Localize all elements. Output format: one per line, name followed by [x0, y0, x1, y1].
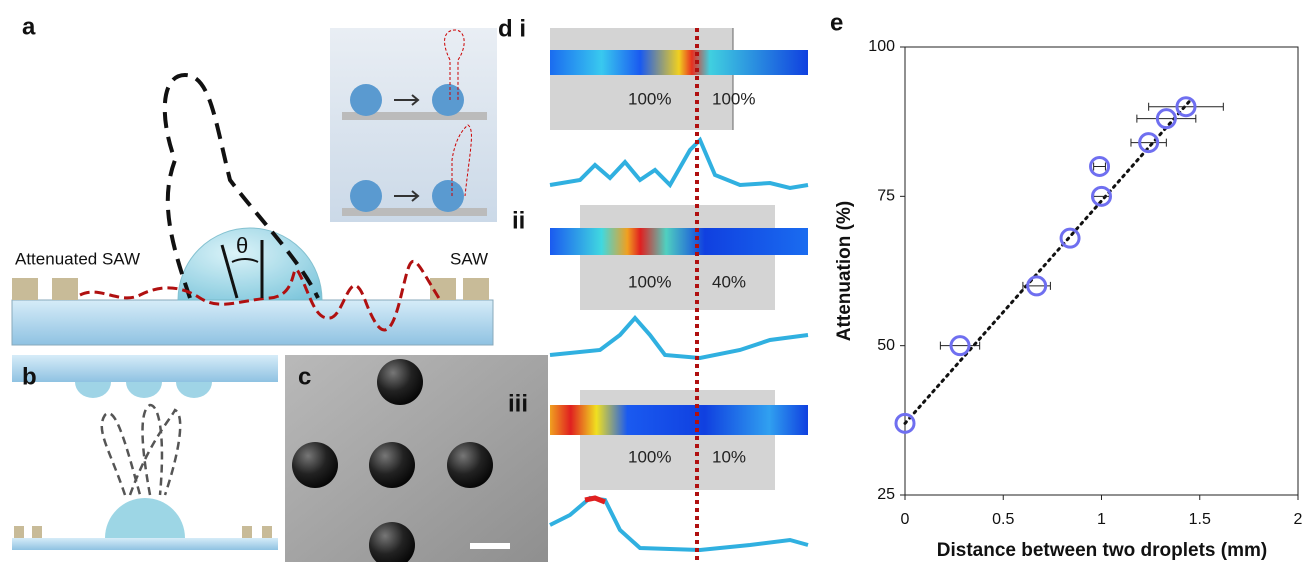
panel-a: [12, 28, 497, 345]
illustration-shape: [12, 278, 38, 300]
y-tick-label: 25: [877, 486, 895, 503]
error-bar: [1149, 103, 1224, 111]
illustration-shape: [585, 498, 605, 502]
illustration-shape: [102, 405, 180, 495]
left-percent: 100%: [628, 447, 671, 466]
illustration-shape: [350, 180, 382, 212]
panel-label: c: [298, 363, 311, 390]
y-tick-label: 75: [877, 188, 895, 205]
illustration-shape: [550, 28, 733, 130]
x-tick-label: 0: [901, 511, 910, 528]
illustration-shape: [432, 84, 464, 116]
panel-label: a: [22, 13, 36, 40]
illustration-shape: [550, 228, 808, 255]
illustration-shape: [32, 526, 42, 538]
illustration-shape: [12, 355, 278, 382]
error-bar: [1094, 192, 1110, 200]
illustration-shape: [105, 498, 185, 538]
illustration-shape: [262, 526, 272, 538]
illustration-shape: [12, 300, 493, 345]
left-label: Attenuated SAW: [15, 249, 140, 268]
error-bar: [1094, 162, 1106, 170]
x-tick-label: 2: [1294, 511, 1303, 528]
data-point: [1061, 229, 1079, 247]
plot-frame: [905, 47, 1298, 495]
illustration-shape: [447, 442, 493, 488]
right-label: SAW: [450, 249, 488, 268]
x-tick-label: 1: [1097, 511, 1106, 528]
y-tick-label: 100: [868, 38, 895, 55]
right-percent: 10%: [712, 447, 746, 466]
illustration-shape: [377, 359, 423, 405]
illustration-shape: [432, 180, 464, 212]
trendline: [905, 101, 1190, 424]
illustration-shape: [242, 526, 252, 538]
illustration-shape: [470, 543, 510, 549]
left-percent: 100%: [628, 272, 671, 291]
error-bar: [940, 342, 979, 350]
error-bar: [1131, 139, 1166, 147]
illustration-shape: [580, 205, 775, 310]
row-label: ii: [512, 207, 525, 234]
illustration-shape: [75, 382, 212, 398]
illustration-shape: [430, 278, 456, 300]
illustration-shape: [369, 442, 415, 488]
right-percent: 100%: [712, 89, 755, 108]
x-tick-label: 0.5: [992, 511, 1014, 528]
angle-label: θ: [236, 233, 248, 258]
x-axis-title: Distance between two droplets (mm): [937, 540, 1267, 561]
panel-label: b: [22, 363, 37, 390]
illustration-shape: [550, 405, 808, 435]
right-percent: 40%: [712, 272, 746, 291]
illustration-shape: [550, 140, 808, 188]
illustration-shape: [14, 526, 24, 538]
illustration-shape: [550, 498, 808, 550]
x-tick-label: 1.5: [1189, 511, 1211, 528]
left-percent: 100%: [628, 89, 671, 108]
y-axis-title: Attenuation (%): [834, 201, 855, 341]
panel-label: d i: [498, 15, 526, 42]
illustration-shape: [463, 278, 489, 300]
figure: a Attenuated SAW SAW θ b c d i ii iii: [0, 0, 1304, 562]
panel-label: e: [830, 9, 843, 36]
illustration-shape: [350, 84, 382, 116]
illustration-shape: [550, 50, 808, 75]
panel-c: [285, 355, 548, 562]
panel-b: [12, 355, 278, 550]
panel-d: [550, 28, 808, 562]
illustration-shape: [178, 228, 322, 300]
illustration-shape: [12, 538, 278, 550]
y-tick-label: 50: [877, 337, 895, 354]
illustration-shape: [550, 318, 808, 358]
illustration-shape: [52, 278, 78, 300]
row-label: iii: [508, 390, 528, 417]
illustration-shape: [292, 442, 338, 488]
